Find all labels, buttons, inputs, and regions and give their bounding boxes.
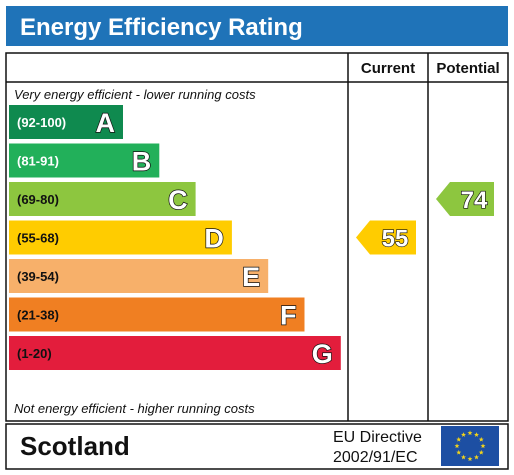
band-range-label: (39-54) xyxy=(17,269,59,284)
band-bar-a xyxy=(9,105,123,139)
band-bar-c xyxy=(9,182,196,216)
band-range-label: (1-20) xyxy=(17,346,52,361)
bottom-note: Not energy efficient - higher running co… xyxy=(14,401,255,416)
eu-flag-star xyxy=(454,443,460,449)
band-letter: F xyxy=(280,301,297,331)
potential-rating-value: 74 xyxy=(461,187,488,214)
eu-flag-star xyxy=(456,449,462,455)
band-bar-d xyxy=(9,220,232,255)
potential-rating: 74 xyxy=(436,182,494,216)
band-bar-f xyxy=(9,297,305,332)
eu-flag-star xyxy=(456,436,462,442)
band-d: (55-68) D xyxy=(9,220,232,255)
eu-flag-icon xyxy=(441,426,499,466)
eu-flag-star xyxy=(467,456,473,462)
eu-flag-star xyxy=(474,454,479,460)
potential-rating-arrow xyxy=(436,182,494,216)
band-range-label: (81-91) xyxy=(17,154,59,169)
band-e: (39-54) E xyxy=(9,259,269,293)
header-potential: Potential xyxy=(436,60,499,77)
footer-directive-line2: 2002/91/EC xyxy=(333,449,418,466)
eu-flag-star xyxy=(478,436,484,442)
rating-markers: 55 74 xyxy=(356,182,494,255)
eu-flag-star xyxy=(467,430,473,436)
band-g: (1-20) G xyxy=(9,336,341,370)
eu-flag-star xyxy=(474,432,479,437)
band-letter: A xyxy=(96,108,116,138)
eu-flag-star xyxy=(480,443,486,449)
eu-flag-star xyxy=(461,454,466,460)
band-letter: C xyxy=(168,185,188,215)
header-current: Current xyxy=(361,60,415,77)
eu-flag-star xyxy=(478,449,484,455)
top-note: Very energy efficient - lower running co… xyxy=(14,87,256,102)
band-range-label: (69-80) xyxy=(17,192,59,207)
current-rating-value: 55 xyxy=(382,226,409,253)
band-letter: E xyxy=(242,262,260,292)
band-bar-b xyxy=(9,143,160,178)
band-c: (69-80) C xyxy=(9,182,196,216)
chart-title: Energy Efficiency Rating xyxy=(20,14,303,41)
eu-flag-star xyxy=(461,432,466,437)
footer-directive-line1: EU Directive xyxy=(333,429,422,446)
current-rating: 55 xyxy=(356,220,416,255)
band-b: (81-91) B xyxy=(9,143,160,178)
band-bar-g xyxy=(9,336,341,370)
chart-frame xyxy=(5,52,509,422)
band-range-label: (21-38) xyxy=(17,308,59,323)
band-letter: B xyxy=(132,147,152,177)
band-letter: G xyxy=(312,339,333,369)
band-range-label: (55-68) xyxy=(17,231,59,246)
band-a: (92-100) A xyxy=(9,105,123,139)
title-bar xyxy=(6,6,508,46)
footer-region: Scotland xyxy=(20,431,130,461)
current-rating-arrow xyxy=(356,220,416,255)
band-letter: D xyxy=(204,224,224,254)
band-bar-e xyxy=(9,259,269,293)
footer-frame xyxy=(5,423,509,470)
band-f: (21-38) F xyxy=(9,297,305,332)
rating-bands: (92-100) A (81-91) B (69-80) C (55-68) D (39-54)… xyxy=(9,105,341,370)
band-range-label: (92-100) xyxy=(17,115,66,130)
